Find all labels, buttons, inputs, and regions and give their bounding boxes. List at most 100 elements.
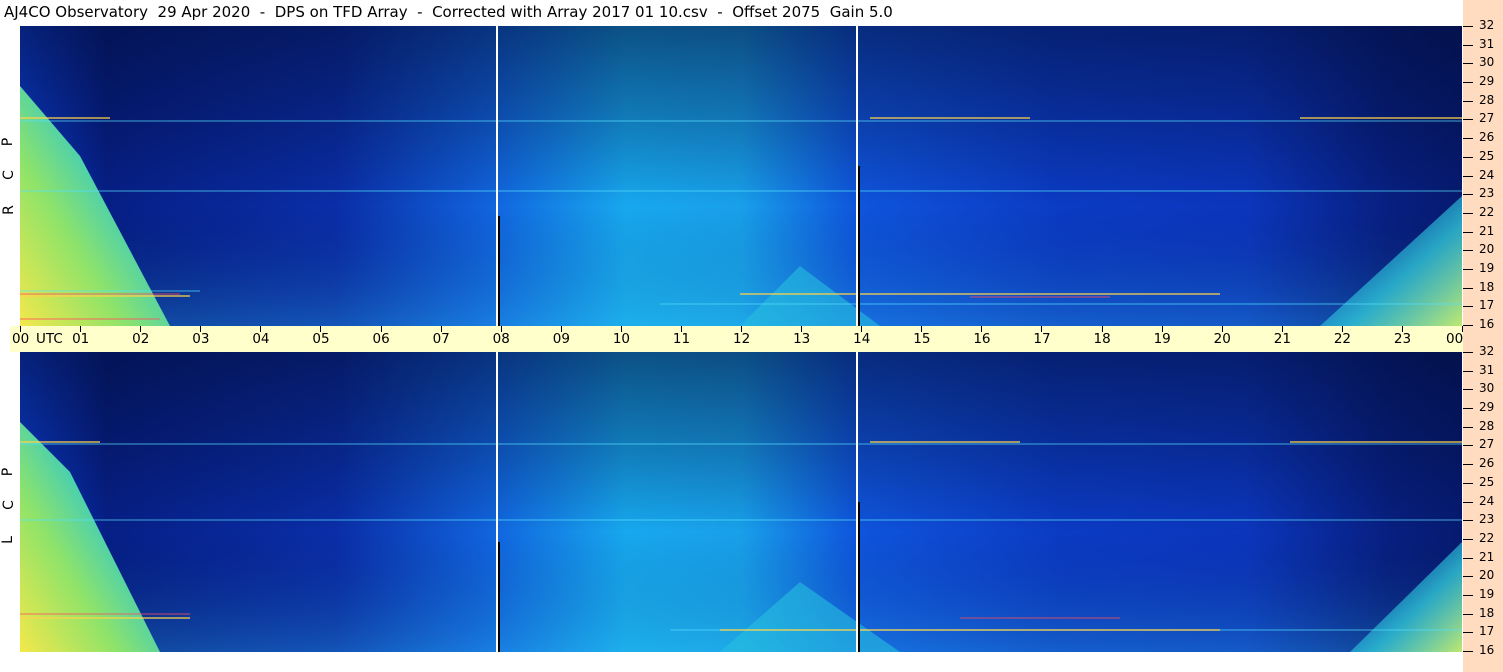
time-tick <box>1101 326 1103 332</box>
freq-tick-label: 18 <box>1479 605 1495 620</box>
freq-tick <box>1463 482 1473 484</box>
freq-tick <box>1463 576 1473 578</box>
freq-tick-label: 21 <box>1479 223 1495 238</box>
time-tick-label: 05 <box>312 331 330 347</box>
freq-tick <box>1463 557 1473 559</box>
freq-tick-label: 23 <box>1479 186 1495 201</box>
lcp-letter-p: P <box>0 467 17 477</box>
freq-tick-label: 17 <box>1479 298 1495 313</box>
freq-tick-label: 29 <box>1479 74 1495 89</box>
time-tick-label: 17 <box>1033 331 1051 347</box>
time-tick <box>921 326 923 332</box>
time-tick-label: 08 <box>492 331 510 347</box>
freq-tick-label: 19 <box>1479 586 1495 601</box>
time-tick <box>620 326 622 332</box>
freq-tick <box>1463 389 1473 391</box>
freq-tick-label: 18 <box>1479 279 1495 294</box>
lcp-letter-c: C <box>0 500 17 510</box>
freq-tick <box>1463 212 1473 214</box>
freq-tick <box>1463 325 1473 326</box>
time-tick-label: 20 <box>1213 331 1231 347</box>
freq-tick <box>1463 370 1473 372</box>
freq-tick <box>1463 520 1473 522</box>
freq-tick-label: 32 <box>1479 344 1495 358</box>
freq-tick <box>1463 63 1473 65</box>
time-tick <box>1462 326 1463 332</box>
rcp-letter-r: R <box>0 205 17 215</box>
rcp-label: R C P <box>0 130 20 220</box>
time-tick-label: 19 <box>1153 331 1171 347</box>
time-tick-label: 14 <box>853 331 871 347</box>
time-tick <box>560 326 562 332</box>
time-tick-label: 23 <box>1393 331 1412 347</box>
freq-tick <box>1463 82 1473 84</box>
freq-tick <box>1463 613 1473 615</box>
freq-tick-label: 20 <box>1479 242 1495 257</box>
time-tick-label: 16 <box>973 331 991 347</box>
freq-tick-label: 21 <box>1479 549 1495 564</box>
freq-tick-label: 25 <box>1479 474 1495 489</box>
page-title: AJ4CO Observatory 29 Apr 2020 - DPS on T… <box>4 3 893 21</box>
freq-tick-label: 22 <box>1479 204 1495 219</box>
lcp-letter-l: L <box>0 536 16 544</box>
time-tick-label: 12 <box>733 331 751 347</box>
freq-tick <box>1463 250 1473 252</box>
freq-tick-label: 19 <box>1479 260 1495 275</box>
time-tick-label: 02 <box>132 331 150 347</box>
time-tick-label: 00 <box>12 331 30 347</box>
time-tick-label: 11 <box>672 331 691 347</box>
freq-tick-label: 30 <box>1479 381 1495 396</box>
time-tick <box>1221 326 1223 332</box>
freq-tick <box>1463 306 1473 308</box>
freq-tick <box>1463 268 1473 270</box>
time-tick <box>380 326 382 332</box>
time-tick <box>861 326 863 332</box>
time-axis <box>10 326 1463 352</box>
time-tick <box>801 326 803 332</box>
time-tick-label: 07 <box>432 331 450 347</box>
freq-tick <box>1463 156 1473 158</box>
time-tick <box>500 326 502 332</box>
freq-tick <box>1463 538 1473 540</box>
time-tick <box>140 326 142 332</box>
freq-tick <box>1463 119 1473 121</box>
time-tick <box>981 326 983 332</box>
freq-tick <box>1463 100 1473 102</box>
lcp-spectrogram <box>20 352 1462 652</box>
frequency-axis <box>1463 0 1503 672</box>
time-tick-label: 15 <box>913 331 931 347</box>
freq-tick-label: 31 <box>1479 362 1495 377</box>
freq-tick-label: 28 <box>1479 418 1495 433</box>
time-tick <box>1401 326 1403 332</box>
time-tick <box>1041 326 1043 332</box>
freq-tick-label: 23 <box>1479 512 1495 527</box>
freq-tick <box>1463 594 1473 596</box>
freq-tick-label: 27 <box>1479 111 1495 126</box>
freq-tick <box>1463 231 1473 233</box>
time-tick <box>1341 326 1343 332</box>
freq-tick-label: 20 <box>1479 568 1495 583</box>
freq-tick-label: 16 <box>1479 643 1495 657</box>
time-tick <box>741 326 742 332</box>
freq-tick <box>1463 651 1473 652</box>
time-tick-label: 03 <box>192 331 210 347</box>
freq-tick-label: 28 <box>1479 92 1495 107</box>
time-tick-label: 10 <box>612 331 631 347</box>
freq-tick <box>1463 44 1473 46</box>
freq-tick <box>1463 138 1473 140</box>
time-tick-label: 00 <box>1446 331 1464 347</box>
time-tick <box>1281 326 1283 332</box>
freq-tick <box>1463 464 1473 466</box>
time-tick <box>1161 326 1163 332</box>
rcp-letter-c: C <box>0 170 17 180</box>
lcp-label: L C P <box>0 460 20 550</box>
time-tick <box>20 326 21 332</box>
time-unit-label: UTC <box>36 331 63 347</box>
freq-tick <box>1463 194 1473 196</box>
time-tick-label: 21 <box>1273 331 1291 347</box>
time-tick-label: 06 <box>372 331 390 347</box>
freq-tick-label: 25 <box>1479 148 1495 163</box>
freq-tick-label: 26 <box>1479 130 1495 145</box>
rcp-letter-p: P <box>0 137 17 147</box>
time-tick <box>200 326 202 332</box>
